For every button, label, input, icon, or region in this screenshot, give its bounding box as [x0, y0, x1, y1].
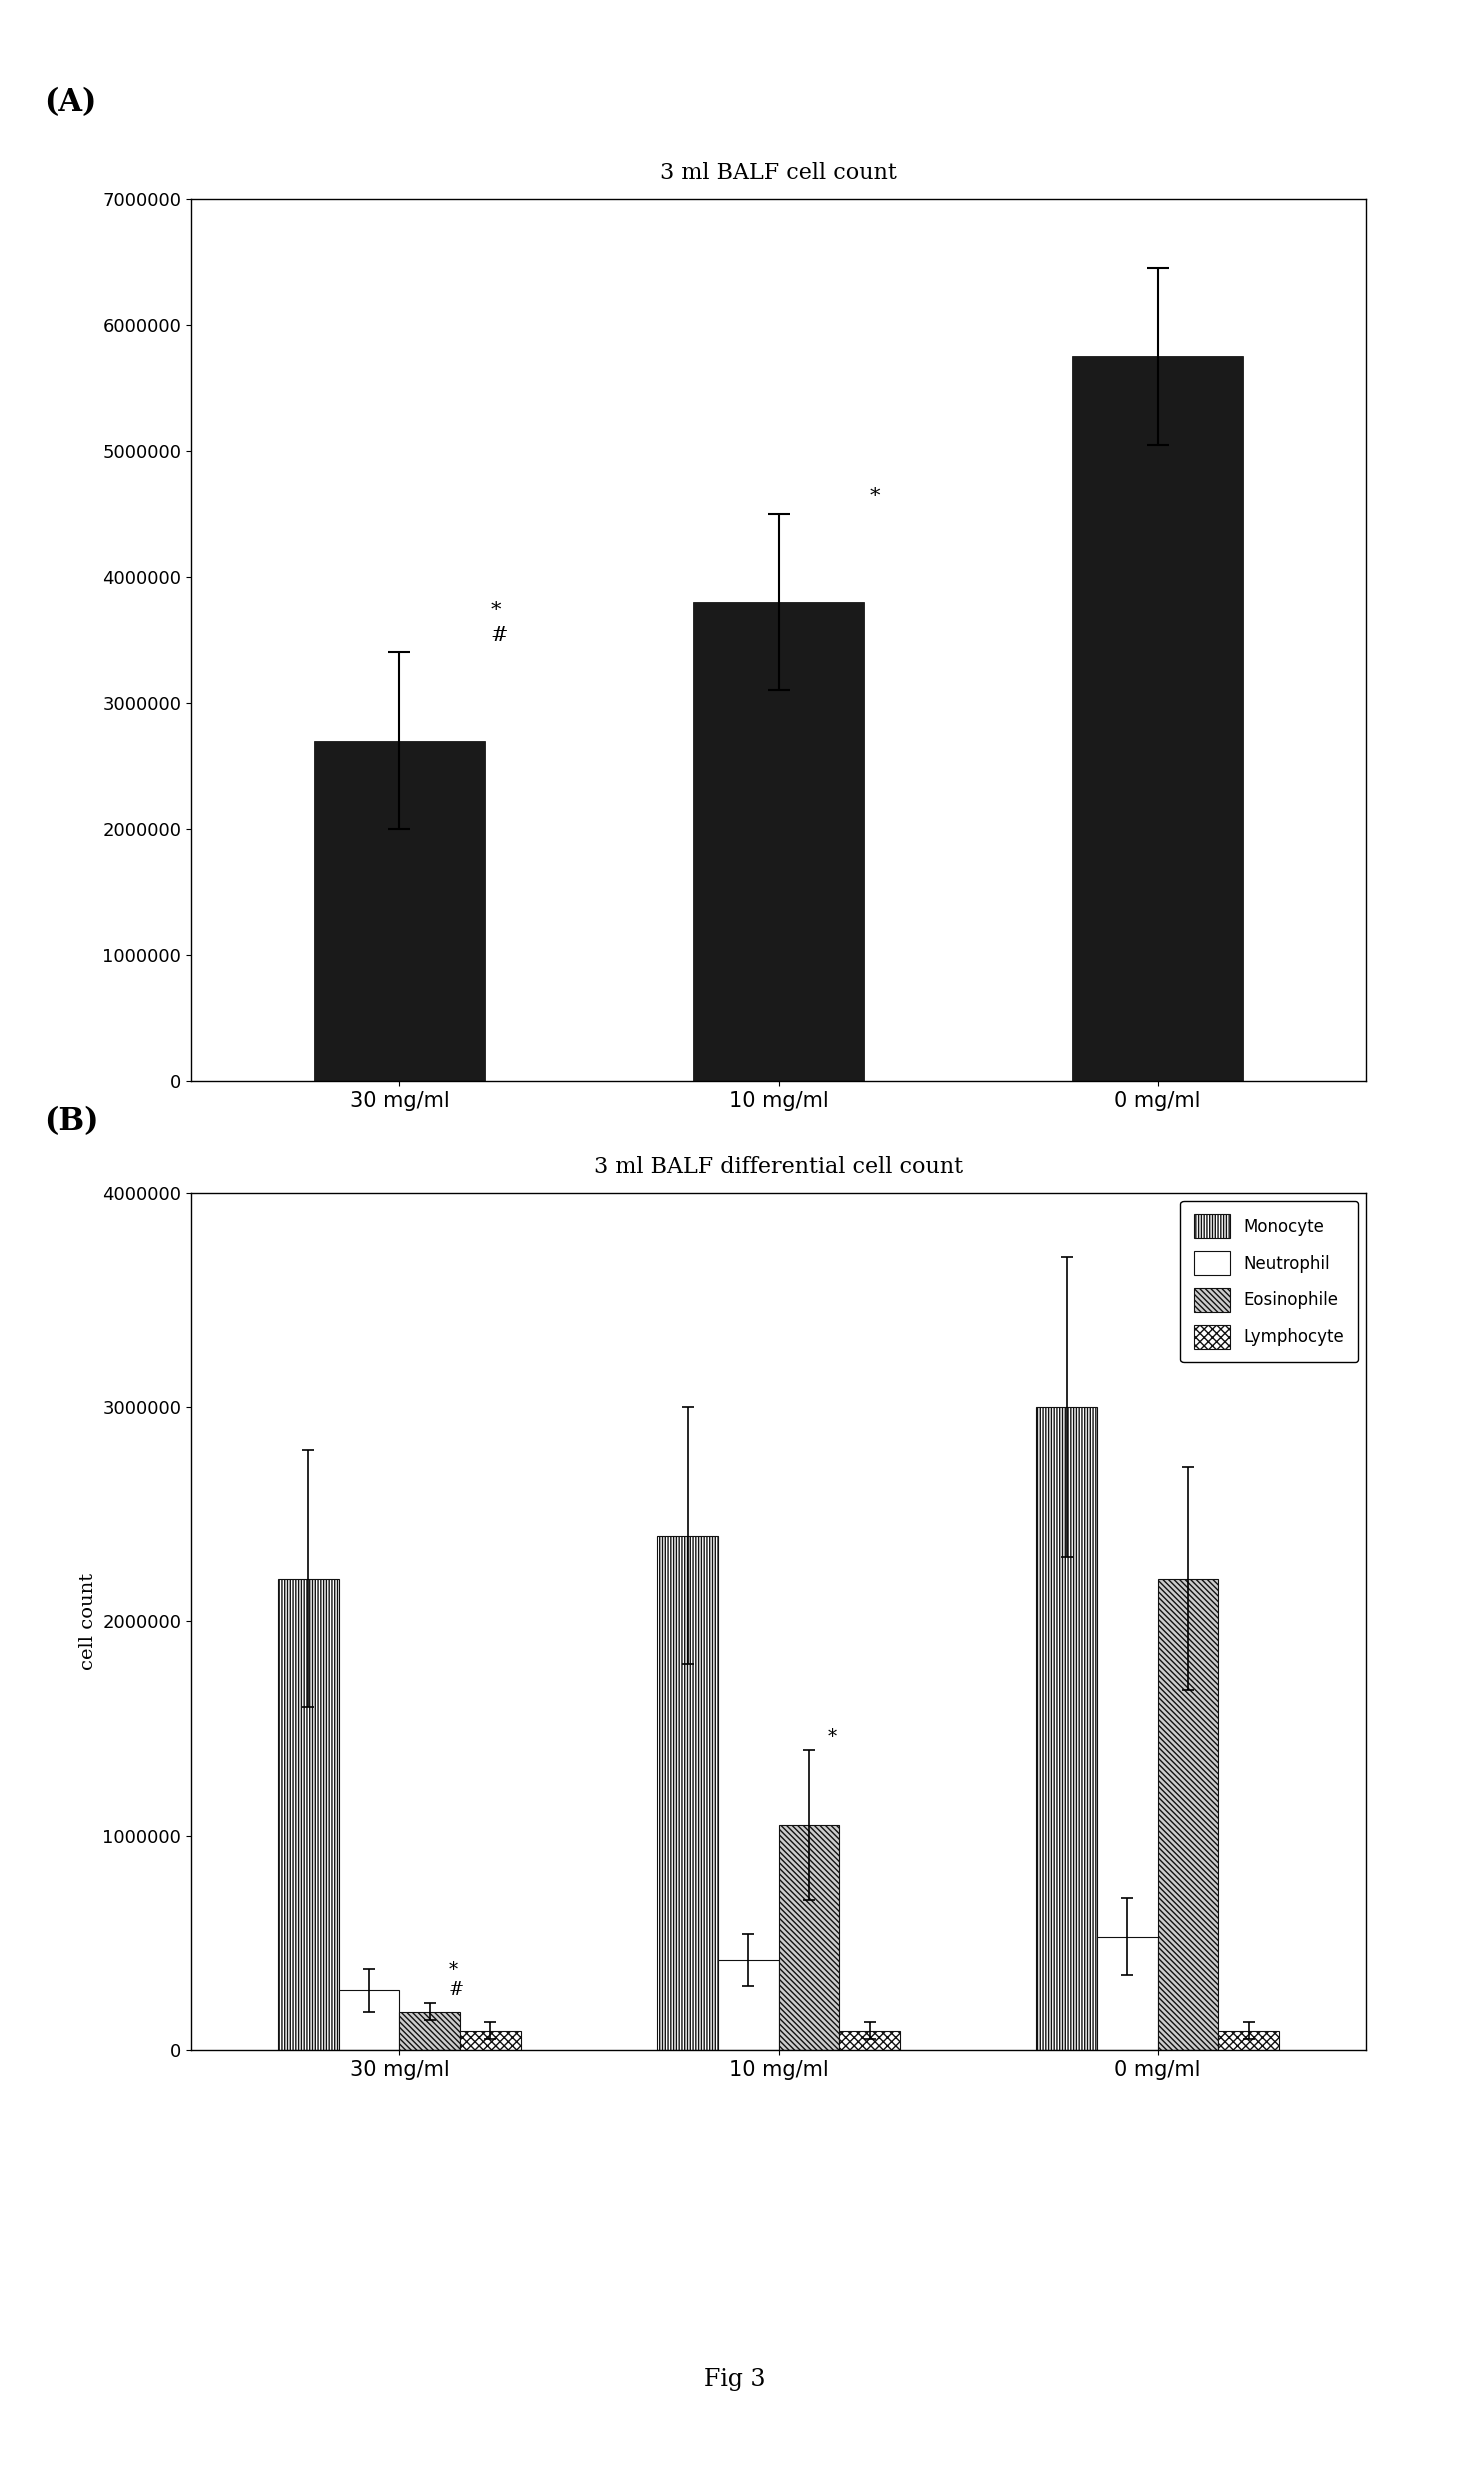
- Y-axis label: cell count: cell count: [79, 1573, 97, 1670]
- Bar: [718, 1961, 779, 2050]
- Bar: [779, 1824, 839, 2050]
- Bar: [460, 2030, 521, 2050]
- Title: 3 ml BALF cell count: 3 ml BALF cell count: [660, 162, 898, 184]
- Bar: [1158, 1578, 1218, 2050]
- Text: #: #: [448, 1981, 464, 1998]
- Bar: [839, 2030, 900, 2050]
- Bar: [314, 741, 485, 1081]
- Text: (B): (B): [44, 1106, 98, 1136]
- Legend: Monocyte, Neutrophil, Eosinophile, Lymphocyte: Monocyte, Neutrophil, Eosinophile, Lymph…: [1181, 1200, 1357, 1362]
- Text: *: *: [829, 1727, 837, 1747]
- Title: 3 ml BALF differential cell count: 3 ml BALF differential cell count: [593, 1156, 964, 1178]
- Text: (A): (A): [44, 87, 97, 117]
- Bar: [657, 1536, 718, 2050]
- Text: *: *: [448, 1961, 458, 1981]
- Text: *: *: [870, 487, 880, 507]
- Text: #: #: [491, 626, 508, 646]
- Text: Fig 3: Fig 3: [704, 2368, 765, 2391]
- Bar: [1218, 2030, 1279, 2050]
- Bar: [278, 1578, 339, 2050]
- Bar: [693, 601, 864, 1081]
- Bar: [400, 2010, 460, 2050]
- Bar: [1072, 355, 1243, 1081]
- Bar: [1036, 1407, 1097, 2050]
- Bar: [1097, 1936, 1158, 2050]
- Text: *: *: [491, 601, 501, 619]
- Bar: [339, 1990, 400, 2050]
